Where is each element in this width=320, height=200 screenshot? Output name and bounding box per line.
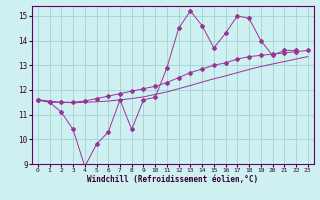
- X-axis label: Windchill (Refroidissement éolien,°C): Windchill (Refroidissement éolien,°C): [87, 175, 258, 184]
